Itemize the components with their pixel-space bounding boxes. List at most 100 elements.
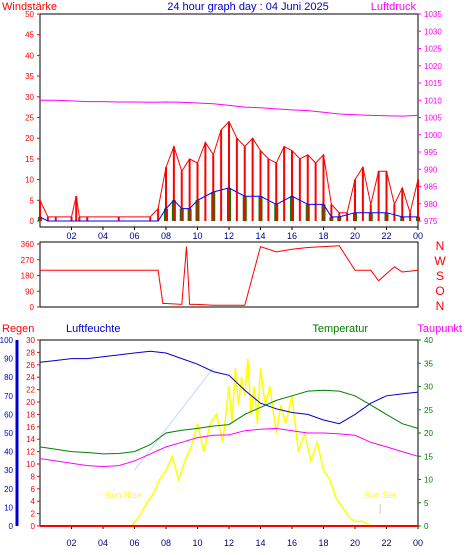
pressure-axis-label: Luftdruck (371, 1, 417, 13)
sun-rise-label: Sun Rise (105, 490, 142, 500)
rain-tick-label-14: 14 (26, 435, 35, 444)
humidity-tick-label-80: 80 (4, 373, 13, 382)
pressure-tick-label-995: 995 (424, 148, 438, 157)
rain-tick-label-10: 10 (26, 460, 35, 469)
wind-tick-label-30: 30 (25, 93, 34, 102)
x-tick-label-16: 16 (287, 538, 297, 548)
x-tick-label-12: 12 (224, 538, 234, 548)
humidity-tick-label-100: 100 (0, 336, 14, 345)
temp-tick-label-0: 0 (424, 522, 429, 531)
pressure-tick-label-985: 985 (424, 183, 438, 192)
wind-axis-label: Windstärke (2, 1, 57, 13)
temp-tick-label-5: 5 (424, 499, 429, 508)
direction-tick-label-90: 90 (25, 287, 34, 296)
x-tick-label-18: 18 (318, 231, 328, 241)
humidity-tick-label-70: 70 (4, 392, 13, 401)
x-tick-label-14: 14 (255, 231, 265, 241)
compass-label-o: O (435, 284, 444, 298)
pressure-tick-label-1025: 1025 (424, 45, 442, 54)
sun-set-label: Sun Set (364, 490, 397, 500)
temp-tick-label-35: 35 (424, 359, 433, 368)
x-tick-label-04: 04 (98, 538, 108, 548)
humidity-tick-label-90: 90 (4, 355, 13, 364)
wind-tick-label-35: 35 (25, 72, 34, 81)
wind-tick-label-45: 45 (25, 31, 34, 40)
humidity-tick-label-20: 20 (4, 485, 13, 494)
rain-tick-label-20: 20 (26, 398, 35, 407)
rain-tick-label-16: 16 (26, 423, 35, 432)
humidity-line (39, 350, 419, 425)
direction-tick-label-180: 180 (21, 272, 35, 281)
x-tick-label-22: 22 (381, 231, 391, 241)
compass-label-s: S (436, 269, 444, 283)
rain-tick-label-12: 12 (26, 448, 35, 457)
x-tick-label-02: 02 (66, 538, 76, 548)
temp-tick-label-15: 15 (424, 452, 433, 461)
humidity-tick-label-30: 30 (4, 466, 13, 475)
rain-tick-label-8: 8 (31, 472, 36, 481)
x-tick-label-22: 22 (381, 538, 391, 548)
humidity-axis-label: Luftfeuchte (66, 323, 120, 335)
dewpoint-line (39, 427, 419, 468)
wind-tick-label-25: 25 (25, 114, 34, 123)
temp-tick-label-25: 25 (424, 406, 433, 415)
x-tick-label-20: 20 (350, 538, 360, 548)
weather-panel (39, 339, 419, 527)
humidity-tick-label-60: 60 (4, 410, 13, 419)
x-tick-label-20: 20 (350, 231, 360, 241)
pressure-line (40, 99, 419, 117)
temperature-line (39, 389, 419, 455)
temp-tick-label-10: 10 (424, 476, 433, 485)
chart-title: 24 hour graph day : 04 Juni 2025 (167, 1, 328, 13)
direction-tick-label-360: 360 (21, 240, 35, 249)
compass-label-w: W (434, 254, 446, 268)
pressure-tick-label-1010: 1010 (424, 96, 442, 105)
x-tick-label-08: 08 (161, 231, 171, 241)
wind-tick-label-40: 40 (25, 51, 34, 60)
pressure-tick-label-1030: 1030 (424, 27, 442, 36)
wind-speed-line (39, 120, 419, 218)
wind-tick-label-10: 10 (25, 176, 34, 185)
rain-tick-label-0: 0 (31, 522, 36, 531)
pressure-tick-label-1000: 1000 (424, 131, 442, 140)
x-tick-label-06: 06 (129, 538, 139, 548)
wind-tick-label-50: 50 (25, 10, 34, 19)
rain-tick-label-24: 24 (26, 373, 35, 382)
rain-tick-label-2: 2 (31, 510, 36, 519)
pressure-tick-label-1020: 1020 (424, 62, 442, 71)
temp-tick-label-20: 20 (424, 429, 433, 438)
rain-tick-label-28: 28 (26, 348, 35, 357)
x-tick-label-00: 00 (413, 538, 423, 548)
x-tick-label-18: 18 (318, 538, 328, 548)
rain-tick-label-4: 4 (31, 497, 36, 506)
pressure-tick-label-990: 990 (424, 165, 438, 174)
rain-tick-label-30: 30 (26, 336, 35, 345)
wind-tick-label-15: 15 (25, 155, 34, 164)
wind-tick-label-5: 5 (30, 196, 35, 205)
wind-gust-line (39, 187, 418, 222)
x-tick-label-10: 10 (192, 538, 202, 548)
wind-tick-label-20: 20 (25, 134, 34, 143)
wind-direction-line (40, 245, 419, 306)
compass-label-n: N (436, 299, 445, 313)
temperature-axis-label: Temperatur (312, 323, 368, 335)
clear-sky-curve (134, 367, 214, 471)
humidity-tick-label-10: 10 (4, 503, 13, 512)
wind-direction-panel (39, 241, 419, 308)
rain-tick-label-18: 18 (26, 410, 35, 419)
x-tick-label-10: 10 (192, 231, 202, 241)
rain-tick-label-26: 26 (26, 361, 35, 370)
x-tick-label-12: 12 (224, 231, 234, 241)
rain-tick-label-22: 22 (26, 386, 35, 395)
rain-tick-label-6: 6 (31, 485, 36, 494)
temp-tick-label-30: 30 (424, 383, 433, 392)
x-tick-label-08: 08 (161, 538, 171, 548)
humidity-tick-label-40: 40 (4, 448, 13, 457)
rain-axis-label: Regen (2, 323, 34, 335)
wind-tick-label-0: 0 (30, 217, 35, 226)
pressure-tick-label-1005: 1005 (424, 114, 442, 123)
direction-tick-label-270: 270 (21, 256, 35, 265)
humidity-tick-label-50: 50 (4, 429, 13, 438)
temp-tick-label-40: 40 (424, 336, 433, 345)
